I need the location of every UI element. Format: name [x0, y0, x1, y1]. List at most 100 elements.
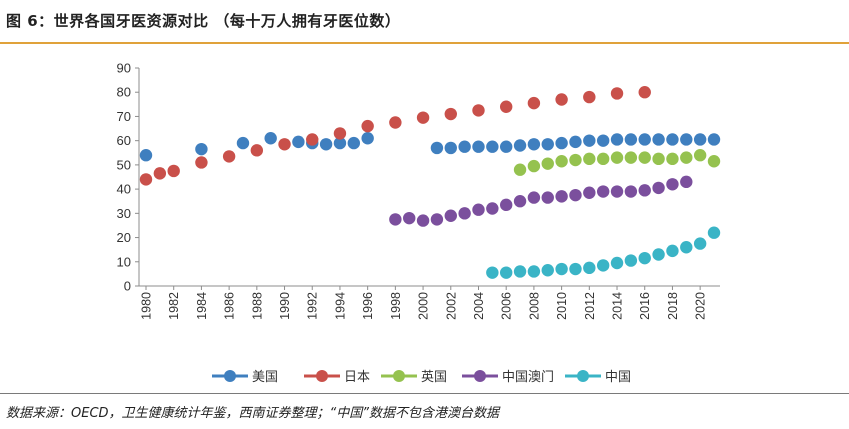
data-point [638, 133, 651, 146]
legend-marker [224, 370, 236, 382]
data-point [624, 254, 638, 267]
data-point [153, 167, 167, 180]
data-point [499, 266, 513, 279]
data-point [458, 140, 471, 153]
y-tick-label: 30 [117, 206, 131, 221]
data-point [666, 152, 679, 166]
data-point [693, 133, 707, 146]
data-point [638, 151, 651, 164]
data-point [555, 190, 568, 203]
data-point [513, 163, 527, 176]
chart-canvas: 0 10 20 30 40 50 60 70 80 90 1980 1982 1984 1986 1988… [117, 61, 721, 385]
data-point [596, 259, 610, 272]
y-tick-label: 60 [117, 133, 131, 148]
data-point [472, 104, 485, 117]
data-point [583, 152, 596, 166]
data-point [541, 264, 554, 277]
data-point [707, 226, 721, 239]
data-point [333, 136, 347, 150]
y-tick-label: 0 [124, 279, 131, 294]
data-point [569, 135, 582, 149]
y-tick-label: 90 [117, 61, 131, 76]
data-point [513, 195, 527, 208]
data-point [513, 265, 527, 278]
data-point [693, 149, 707, 162]
series-0 [139, 132, 721, 162]
figure-title: 图 6：世界各国牙医资源对比 （每十万人拥有牙医位数） [6, 12, 401, 30]
data-point [527, 159, 541, 173]
data-point [680, 151, 693, 164]
y-tick-label: 70 [117, 109, 131, 124]
data-point [292, 135, 305, 149]
y-tick-label: 50 [117, 157, 131, 172]
data-point [596, 185, 610, 198]
data-point [527, 265, 541, 278]
x-tick-label: 1994 [333, 292, 347, 320]
y-tick-label: 20 [117, 230, 131, 245]
data-point [596, 134, 610, 147]
data-point [652, 152, 665, 166]
data-point [680, 133, 693, 146]
legend-label: 中国澳门 [502, 369, 554, 385]
data-point [624, 133, 638, 146]
series-2 [513, 149, 721, 176]
data-point [278, 138, 291, 151]
data-point [583, 261, 596, 275]
data-point [652, 133, 665, 146]
x-tick-labels: 1980 1982 1984 1986 1988 1990 1992 1994 1996 1998… [140, 292, 708, 320]
data-point [458, 207, 471, 220]
legend-label: 美国 [252, 370, 278, 385]
data-point [652, 248, 665, 261]
title-divider [0, 42, 849, 44]
data-point [499, 140, 513, 153]
data-point [638, 184, 651, 197]
data-point [389, 213, 402, 226]
data-point [610, 133, 624, 146]
data-point [486, 202, 499, 215]
chart-axes [135, 67, 720, 290]
data-point [195, 156, 208, 169]
data-point [527, 191, 541, 204]
data-point [319, 138, 333, 151]
data-point [666, 133, 679, 146]
data-point [596, 152, 610, 166]
x-tick-label: 2008 [527, 292, 541, 320]
data-point [610, 87, 624, 100]
data-point [486, 266, 499, 279]
data-point [666, 178, 679, 191]
x-tick-label: 2010 [555, 292, 569, 320]
x-tick-label: 1996 [361, 292, 375, 320]
data-point [527, 138, 541, 151]
x-tick-label: 1986 [223, 292, 237, 320]
data-point [638, 86, 651, 99]
data-point [306, 133, 319, 146]
data-point [583, 186, 596, 199]
data-point [569, 262, 582, 276]
x-tick-label: 2014 [611, 292, 625, 320]
data-point [472, 140, 485, 153]
x-tick-label: 2018 [666, 292, 680, 320]
data-point [250, 144, 264, 157]
x-tick-label: 2006 [500, 292, 514, 320]
x-tick-label: 1982 [167, 292, 181, 320]
x-tick-label: 1992 [306, 292, 320, 320]
data-point [610, 185, 624, 198]
data-point [680, 241, 693, 254]
data-points [139, 86, 721, 279]
y-tick-label: 40 [117, 182, 131, 197]
x-tick-label: 1984 [195, 292, 209, 320]
data-point [513, 139, 527, 152]
data-point [541, 157, 554, 170]
data-point [167, 164, 180, 178]
data-point [236, 136, 250, 150]
data-point [569, 153, 582, 167]
data-point [361, 119, 374, 133]
legend-marker [393, 370, 405, 382]
data-point [416, 214, 430, 227]
data-point [222, 150, 236, 163]
data-point [541, 191, 554, 204]
data-point [638, 251, 651, 265]
x-tick-label: 2016 [638, 292, 652, 320]
data-point [444, 209, 457, 222]
legend-marker [577, 370, 589, 382]
